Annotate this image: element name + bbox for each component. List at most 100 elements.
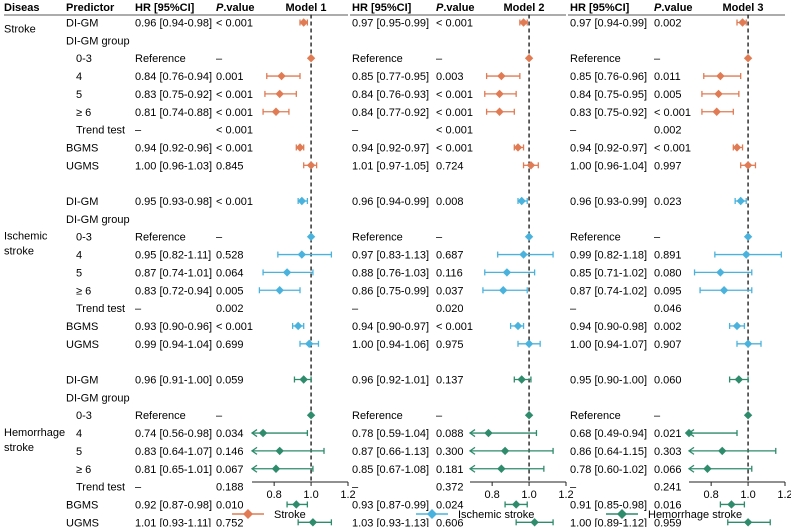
predictor-label: Trend test: [76, 125, 125, 137]
hr-point-marker: [295, 143, 305, 152]
hr-point-marker: [732, 143, 742, 152]
ci-arrow: [468, 429, 476, 438]
hr-point-marker: [308, 518, 318, 527]
predictor-label: ≥ 6: [76, 464, 91, 476]
p-value: < 0.001: [216, 107, 253, 119]
predictor-label: 0-3: [76, 53, 92, 65]
disease-label: Stroke: [4, 23, 36, 35]
p-value: < 0.001: [654, 107, 691, 119]
hr-point-marker: [718, 446, 727, 456]
hr-ci-value: 0.83 [0.75-0.92]: [135, 89, 212, 101]
predictor-label: DI-GM: [66, 375, 98, 387]
predictor-label: 4: [76, 428, 82, 440]
hr-point-marker: [517, 375, 526, 384]
hr-ci-value: 1.00 [0.94-1.07]: [570, 339, 647, 351]
hr-ci-value: 0.88 [0.76-1.03]: [352, 267, 429, 279]
hr-point-marker: [271, 464, 281, 473]
hr-ci-value: 1.00 [0.89-1.12]: [570, 517, 647, 527]
hr-ci-value: 0.81 [0.74-0.88]: [135, 107, 212, 119]
p-value: –: [216, 410, 223, 422]
hr-point-marker: [499, 286, 508, 295]
hr-ci-value: 0.85 [0.77-0.95]: [352, 71, 429, 83]
hr-ci-value: Reference: [570, 232, 621, 244]
predictor-label: DI-GM group: [66, 392, 130, 404]
x-tick-label: 0.8: [485, 489, 500, 501]
hr-point-marker: [519, 18, 528, 27]
p-value: 0.016: [654, 499, 682, 511]
predictor-label: 0-3: [76, 410, 92, 422]
p-value: 0.181: [436, 464, 464, 476]
hr-ci-value: Reference: [570, 410, 621, 422]
p-value: 0.066: [654, 464, 682, 476]
hr-ci-value: –: [135, 303, 142, 315]
hr-ci-value: 0.84 [0.76-0.94]: [135, 71, 212, 83]
hr-point-marker: [299, 18, 308, 27]
hr-point-marker: [712, 107, 721, 116]
p-value: 0.002: [654, 321, 682, 333]
hr-ci-value: –: [352, 482, 359, 494]
header-pvalue: P.value: [436, 2, 475, 14]
hr-ci-value: 0.94 [0.90-0.98]: [570, 321, 647, 333]
hr-ci-value: 0.95 [0.82-1.11]: [135, 250, 211, 262]
p-value: 0.997: [654, 160, 682, 172]
hr-ci-value: Reference: [570, 53, 621, 65]
hr-point-marker: [719, 286, 729, 295]
header-hr: HR [95%CI]: [570, 2, 630, 14]
p-value: < 0.001: [436, 142, 473, 154]
hr-ci-value: –: [570, 125, 577, 137]
hr-point-marker: [743, 232, 753, 241]
predictor-label: UGMS: [66, 160, 99, 172]
legend-marker: [617, 509, 627, 519]
predictor-label: 5: [76, 446, 82, 458]
hr-ci-value: 0.86 [0.64-1.15]: [570, 446, 647, 458]
hr-ci-value: 1.00 [0.96-1.03]: [135, 160, 212, 172]
disease-label: stroke: [4, 246, 34, 258]
hr-point-marker: [743, 54, 753, 63]
hr-ci-value: 0.86 [0.75-0.99]: [352, 285, 429, 297]
hr-point-marker: [714, 89, 723, 99]
x-tick-label: 1.2: [340, 489, 355, 501]
hr-ci-value: –: [352, 303, 359, 315]
hr-point-marker: [293, 321, 303, 331]
x-tick-label: 0.8: [704, 489, 719, 501]
predictor-label: 5: [76, 267, 82, 279]
p-value: < 0.001: [654, 142, 691, 154]
hr-ci-value: 0.93 [0.90-0.96]: [135, 321, 212, 333]
hr-ci-value: 0.78 [0.60-1.02]: [570, 464, 647, 476]
x-tick-label: 1.2: [777, 489, 791, 501]
header-diseas: Diseas: [4, 2, 39, 14]
predictor-label: BGMS: [66, 499, 98, 511]
hr-ci-value: 0.94 [0.92-0.97]: [570, 142, 647, 154]
hr-point-marker: [299, 375, 308, 384]
hr-ci-value: Reference: [135, 410, 186, 422]
hr-point-marker: [513, 143, 523, 152]
hr-ci-value: Reference: [135, 53, 186, 65]
p-value: < 0.001: [216, 321, 253, 333]
p-value: –: [654, 232, 661, 244]
x-tick-label: 1.0: [521, 489, 536, 501]
hr-ci-value: 0.84 [0.76-0.93]: [352, 89, 429, 101]
hr-ci-value: 0.97 [0.83-1.13]: [352, 250, 429, 262]
hr-point-marker: [524, 54, 534, 63]
p-value: 0.606: [436, 517, 464, 527]
hr-point-marker: [517, 196, 526, 206]
hr-point-marker: [736, 196, 745, 206]
hr-ci-value: 0.96 [0.94-0.98]: [135, 18, 212, 30]
hr-point-marker: [727, 500, 736, 509]
hr-point-marker: [511, 500, 521, 509]
p-value: < 0.001: [216, 89, 253, 101]
hr-point-marker: [743, 161, 753, 170]
legend-label: Stroke: [274, 509, 306, 521]
p-value: 0.188: [216, 482, 244, 494]
ci-arrow: [468, 446, 476, 455]
p-value: < 0.001: [216, 196, 253, 208]
hr-ci-value: 0.99 [0.82-1.18]: [570, 250, 647, 262]
hr-point-marker: [524, 339, 534, 348]
hr-ci-value: 0.87 [0.66-1.13]: [352, 446, 429, 458]
p-value: 0.146: [216, 446, 244, 458]
predictor-label: 5: [76, 89, 82, 101]
hr-ci-value: 0.85 [0.67-1.08]: [352, 464, 429, 476]
p-value: 0.067: [216, 464, 244, 476]
hr-point-marker: [743, 518, 753, 527]
predictor-label: 0-3: [76, 232, 92, 244]
